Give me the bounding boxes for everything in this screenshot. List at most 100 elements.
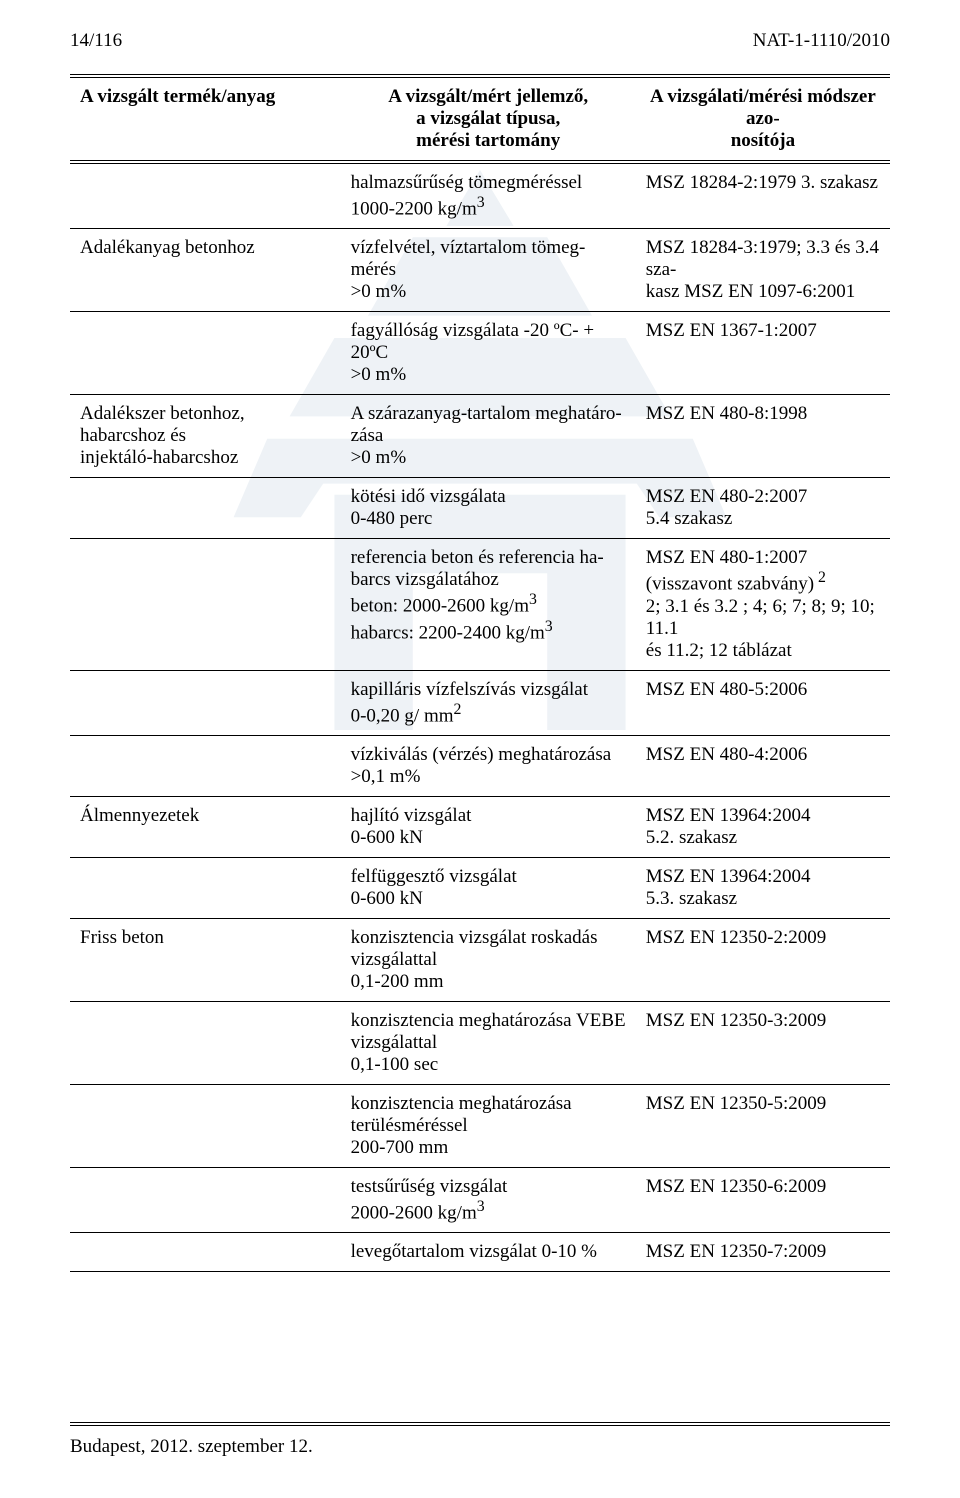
cell-text: 1000-2200 kg/m (351, 198, 477, 219)
table-row: fagyállóság vizsgálata -20 ºC- + 20ºC >0… (70, 312, 890, 395)
cell-text: MSZ EN 13964:2004 (646, 866, 811, 887)
table-row: kötési idő vizsgálata 0-480 perc MSZ EN … (70, 478, 890, 539)
cell-text: MSZ EN 12350-5:2009 (646, 1093, 827, 1114)
cell-text: 20ºC (351, 342, 389, 363)
table-header-row: A vizsgált termék/anyag A vizsgált/mért … (70, 76, 890, 162)
cell-text: Friss beton (80, 927, 164, 948)
table-row: felfüggesztő vizsgálat 0-600 kN MSZ EN 1… (70, 857, 890, 918)
cell-text: barcs vizsgálatához (351, 569, 499, 590)
cell-text: konzisztencia meghatározása VEBE (351, 1010, 626, 1031)
document-id: NAT-1-1110/2010 (753, 30, 890, 52)
cell-text: A szárazanyag-tartalom meghatáro- (351, 403, 622, 424)
cell-text: MSZ EN 13964:2004 (646, 805, 811, 826)
table-row: Friss beton konzisztencia vizsgálat rosk… (70, 918, 890, 1001)
col-header-method-l2: nosítója (731, 130, 795, 151)
cell-text: vízfelvétel, víztartalom tömeg- (351, 237, 586, 258)
cell-text: mérés (351, 259, 396, 280)
table-row: konzisztencia meghatározása VEBE vizsgál… (70, 1001, 890, 1084)
cell-text: konzisztencia meghatározása (351, 1093, 572, 1114)
cell-text: kapilláris vízfelszívás vizsgálat (351, 679, 588, 700)
table-row: testsűrűség vizsgálat 2000-2600 kg/m3 MS… (70, 1167, 890, 1232)
cell-text: 0,1-200 mm (351, 971, 444, 992)
cell-text: beton: 2000-2600 kg/m (351, 596, 529, 617)
cell-text: kasz MSZ EN 1097-6:2001 (646, 281, 856, 302)
cell-text: MSZ EN 12350-6:2009 (646, 1176, 827, 1197)
cell-text: halmazsűrűség tömegméréssel (351, 172, 583, 193)
col-header-property-l3: mérési tartomány (416, 130, 560, 151)
footer-text: Budapest, 2012. szeptember 12. (70, 1436, 890, 1458)
superscript: 2 (454, 701, 462, 718)
col-header-product: A vizsgált termék/anyag (70, 76, 341, 162)
cell-text: MSZ EN 480-1:2007 (646, 547, 808, 568)
cell-text: MSZ EN 480-8:1998 (646, 403, 808, 424)
table-row: levegőtartalom vizsgálat 0-10 % MSZ EN 1… (70, 1233, 890, 1272)
cell-text: hajlító vizsgálat (351, 805, 472, 826)
cell-text: MSZ EN 12350-3:2009 (646, 1010, 827, 1031)
cell-text: 2000-2600 kg/m (351, 1202, 477, 1223)
cell-text: MSZ 18284-2:1979 3. szakasz (646, 172, 878, 193)
data-table: A vizsgált termék/anyag A vizsgált/mért … (70, 74, 890, 1272)
cell-text: terülésméréssel (351, 1115, 468, 1136)
table-row: Adalékanyag betonhoz vízfelvétel, víztar… (70, 229, 890, 312)
cell-text: 5.4 szakasz (646, 508, 733, 529)
cell-text: 0-600 kN (351, 888, 423, 909)
cell-text: Adalékszer betonhoz, habarcshoz és (80, 403, 245, 446)
cell-text: referencia beton és referencia ha- (351, 547, 604, 568)
cell-text: fagyállóság vizsgálata -20 ºC- + (351, 320, 594, 341)
table-row: Adalékszer betonhoz, habarcshoz és injek… (70, 395, 890, 478)
cell-text: 200-700 mm (351, 1137, 449, 1158)
table-row: Álmennyezetek hajlító vizsgálat 0-600 kN… (70, 796, 890, 857)
table-row: konzisztencia meghatározása terülésmérés… (70, 1084, 890, 1167)
cell-text: 0,1-100 sec (351, 1054, 439, 1075)
cell-text: MSZ EN 1367-1:2007 (646, 320, 817, 341)
cell-text: és 11.2; 12 táblázat (646, 640, 792, 661)
cell-text: (visszavont szabvány) (646, 574, 814, 595)
cell-text: vizsgálattal (351, 949, 438, 970)
col-header-method-l1: A vizsgálati/mérési módszer azo- (650, 86, 876, 129)
superscript: 3 (477, 1198, 485, 1215)
cell-text: >0 m% (351, 364, 407, 385)
cell-text: 0-480 perc (351, 508, 433, 529)
cell-text: MSZ EN 480-2:2007 (646, 486, 808, 507)
col-header-property-l1: A vizsgált/mért jellemző, (388, 86, 588, 107)
superscript: 3 (477, 194, 485, 211)
cell-text: kötési idő vizsgálata (351, 486, 506, 507)
superscript: 3 (529, 591, 537, 608)
cell-text: Adalékanyag betonhoz (80, 237, 255, 258)
cell-text: levegőtartalom vizsgálat 0-10 % (351, 1241, 597, 1262)
table-row: halmazsűrűség tömegméréssel 1000-2200 kg… (70, 162, 890, 228)
page-header: 14/116 NAT-1-1110/2010 (70, 30, 890, 52)
cell-text: >0 m% (351, 281, 407, 302)
cell-text: 0-600 kN (351, 827, 423, 848)
cell-text: 5.2. szakasz (646, 827, 737, 848)
col-header-product-label: A vizsgált termék/anyag (80, 86, 275, 107)
col-header-method: A vizsgálati/mérési módszer azo- nosítój… (636, 76, 890, 162)
cell-text: MSZ EN 12350-2:2009 (646, 927, 827, 948)
cell-text: 0-0,20 g/ mm (351, 705, 454, 726)
table-row: referencia beton és referencia ha- barcs… (70, 539, 890, 670)
cell-text: MSZ EN 480-5:2006 (646, 679, 808, 700)
cell-text: 2; 3.1 és 3.2 ; 4; 6; 7; 8; 9; 10; 11.1 (646, 596, 875, 639)
cell-text: habarcs: 2200-2400 kg/m (351, 622, 545, 643)
cell-text: Álmennyezetek (80, 805, 199, 826)
table-row: kapilláris vízfelszívás vizsgálat 0-0,20… (70, 670, 890, 735)
cell-text: testsűrűség vizsgálat (351, 1176, 508, 1197)
page-number: 14/116 (70, 30, 122, 52)
cell-text: MSZ EN 12350-7:2009 (646, 1241, 827, 1262)
cell-text: >0,1 m% (351, 766, 421, 787)
cell-text: konzisztencia vizsgálat roskadás (351, 927, 598, 948)
table-row: vízkiválás (vérzés) meghatározása >0,1 m… (70, 735, 890, 796)
cell-text: MSZ EN 480-4:2006 (646, 744, 808, 765)
col-header-property: A vizsgált/mért jellemző, a vizsgálat tí… (341, 76, 636, 162)
col-header-property-l2: a vizsgálat típusa, (416, 108, 560, 129)
cell-text: >0 m% (351, 447, 407, 468)
cell-text: injektáló-habarcshoz (80, 447, 238, 468)
cell-text: zása (351, 425, 384, 446)
superscript: 3 (545, 618, 553, 635)
cell-text: vizsgálattal (351, 1032, 438, 1053)
cell-text: vízkiválás (vérzés) meghatározása (351, 744, 612, 765)
superscript: 2 (814, 569, 826, 586)
cell-text: MSZ 18284-3:1979; 3.3 és 3.4 sza- (646, 237, 879, 280)
cell-text: felfüggesztő vizsgálat (351, 866, 517, 887)
cell-text: 5.3. szakasz (646, 888, 737, 909)
